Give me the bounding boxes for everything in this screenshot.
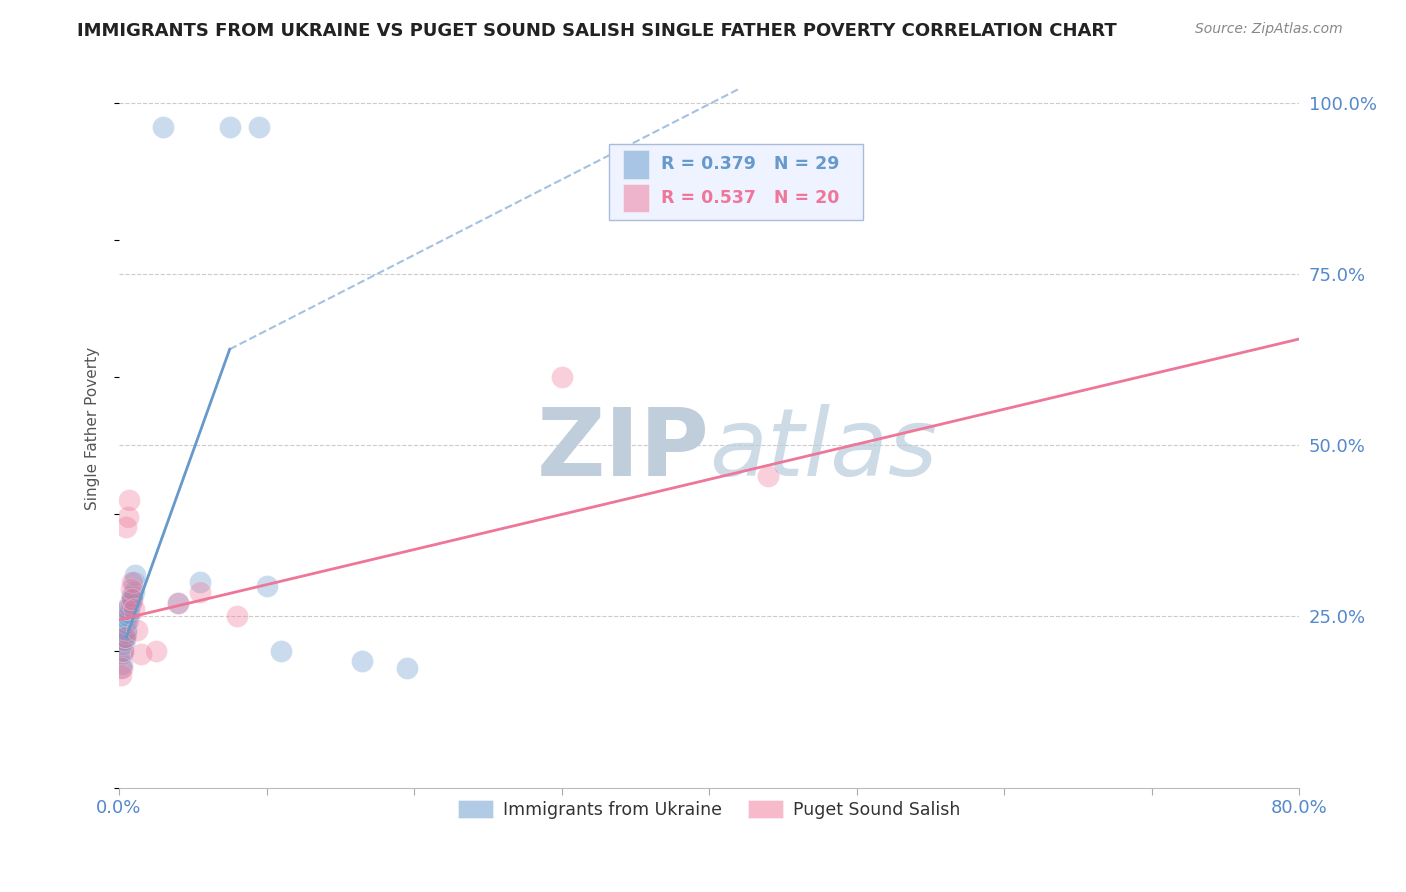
Point [226, 609, 249, 624]
Point [188, 585, 211, 599]
Point [112, 643, 135, 657]
FancyBboxPatch shape [609, 144, 862, 219]
Point [120, 592, 142, 607]
Point [115, 602, 138, 616]
Text: R = 0.537   N = 20: R = 0.537 N = 20 [661, 189, 839, 207]
Point [145, 643, 167, 657]
Point [111, 647, 134, 661]
Point [115, 626, 138, 640]
Point [111, 657, 134, 672]
Point [114, 633, 136, 648]
Point [117, 613, 139, 627]
Point [112, 637, 135, 651]
Point [110, 661, 132, 675]
Point [121, 592, 143, 607]
Bar [623, 184, 650, 212]
Point [218, 120, 240, 134]
Point [120, 582, 142, 596]
Point [352, 654, 374, 668]
Text: ZIP: ZIP [536, 403, 709, 496]
Point [111, 661, 134, 675]
Point [122, 585, 145, 599]
Point [110, 667, 132, 681]
Point [120, 596, 142, 610]
Point [152, 120, 174, 134]
Point [118, 492, 141, 507]
Point [121, 575, 143, 590]
Bar [623, 150, 650, 178]
Text: atlas: atlas [709, 404, 938, 495]
Text: IMMIGRANTS FROM UKRAINE VS PUGET SOUND SALISH SINGLE FATHER POVERTY CORRELATION : IMMIGRANTS FROM UKRAINE VS PUGET SOUND S… [77, 22, 1118, 40]
Point [117, 510, 139, 524]
Point [121, 589, 143, 603]
Point [112, 643, 135, 657]
Point [256, 578, 278, 592]
Point [167, 596, 190, 610]
Point [188, 575, 211, 590]
Point [115, 616, 138, 631]
Point [395, 661, 418, 675]
Point [117, 602, 139, 616]
Point [114, 630, 136, 644]
Point [112, 633, 135, 648]
Point [118, 599, 141, 613]
Point [114, 630, 136, 644]
Point [125, 623, 148, 637]
Point [118, 606, 141, 620]
Point [270, 643, 292, 657]
Point [129, 647, 152, 661]
Point [122, 602, 145, 616]
Point [550, 369, 572, 384]
Point [122, 575, 145, 590]
Point [167, 596, 190, 610]
Point [756, 469, 779, 483]
Text: Source: ZipAtlas.com: Source: ZipAtlas.com [1195, 22, 1343, 37]
Point [115, 520, 138, 534]
Point [121, 592, 143, 607]
Legend: Immigrants from Ukraine, Puget Sound Salish: Immigrants from Ukraine, Puget Sound Sal… [451, 793, 967, 826]
Point [247, 120, 270, 134]
Point [117, 609, 139, 624]
Y-axis label: Single Father Poverty: Single Father Poverty [86, 346, 100, 509]
Point [124, 568, 146, 582]
Point [115, 623, 138, 637]
Text: R = 0.379   N = 29: R = 0.379 N = 29 [661, 155, 839, 173]
